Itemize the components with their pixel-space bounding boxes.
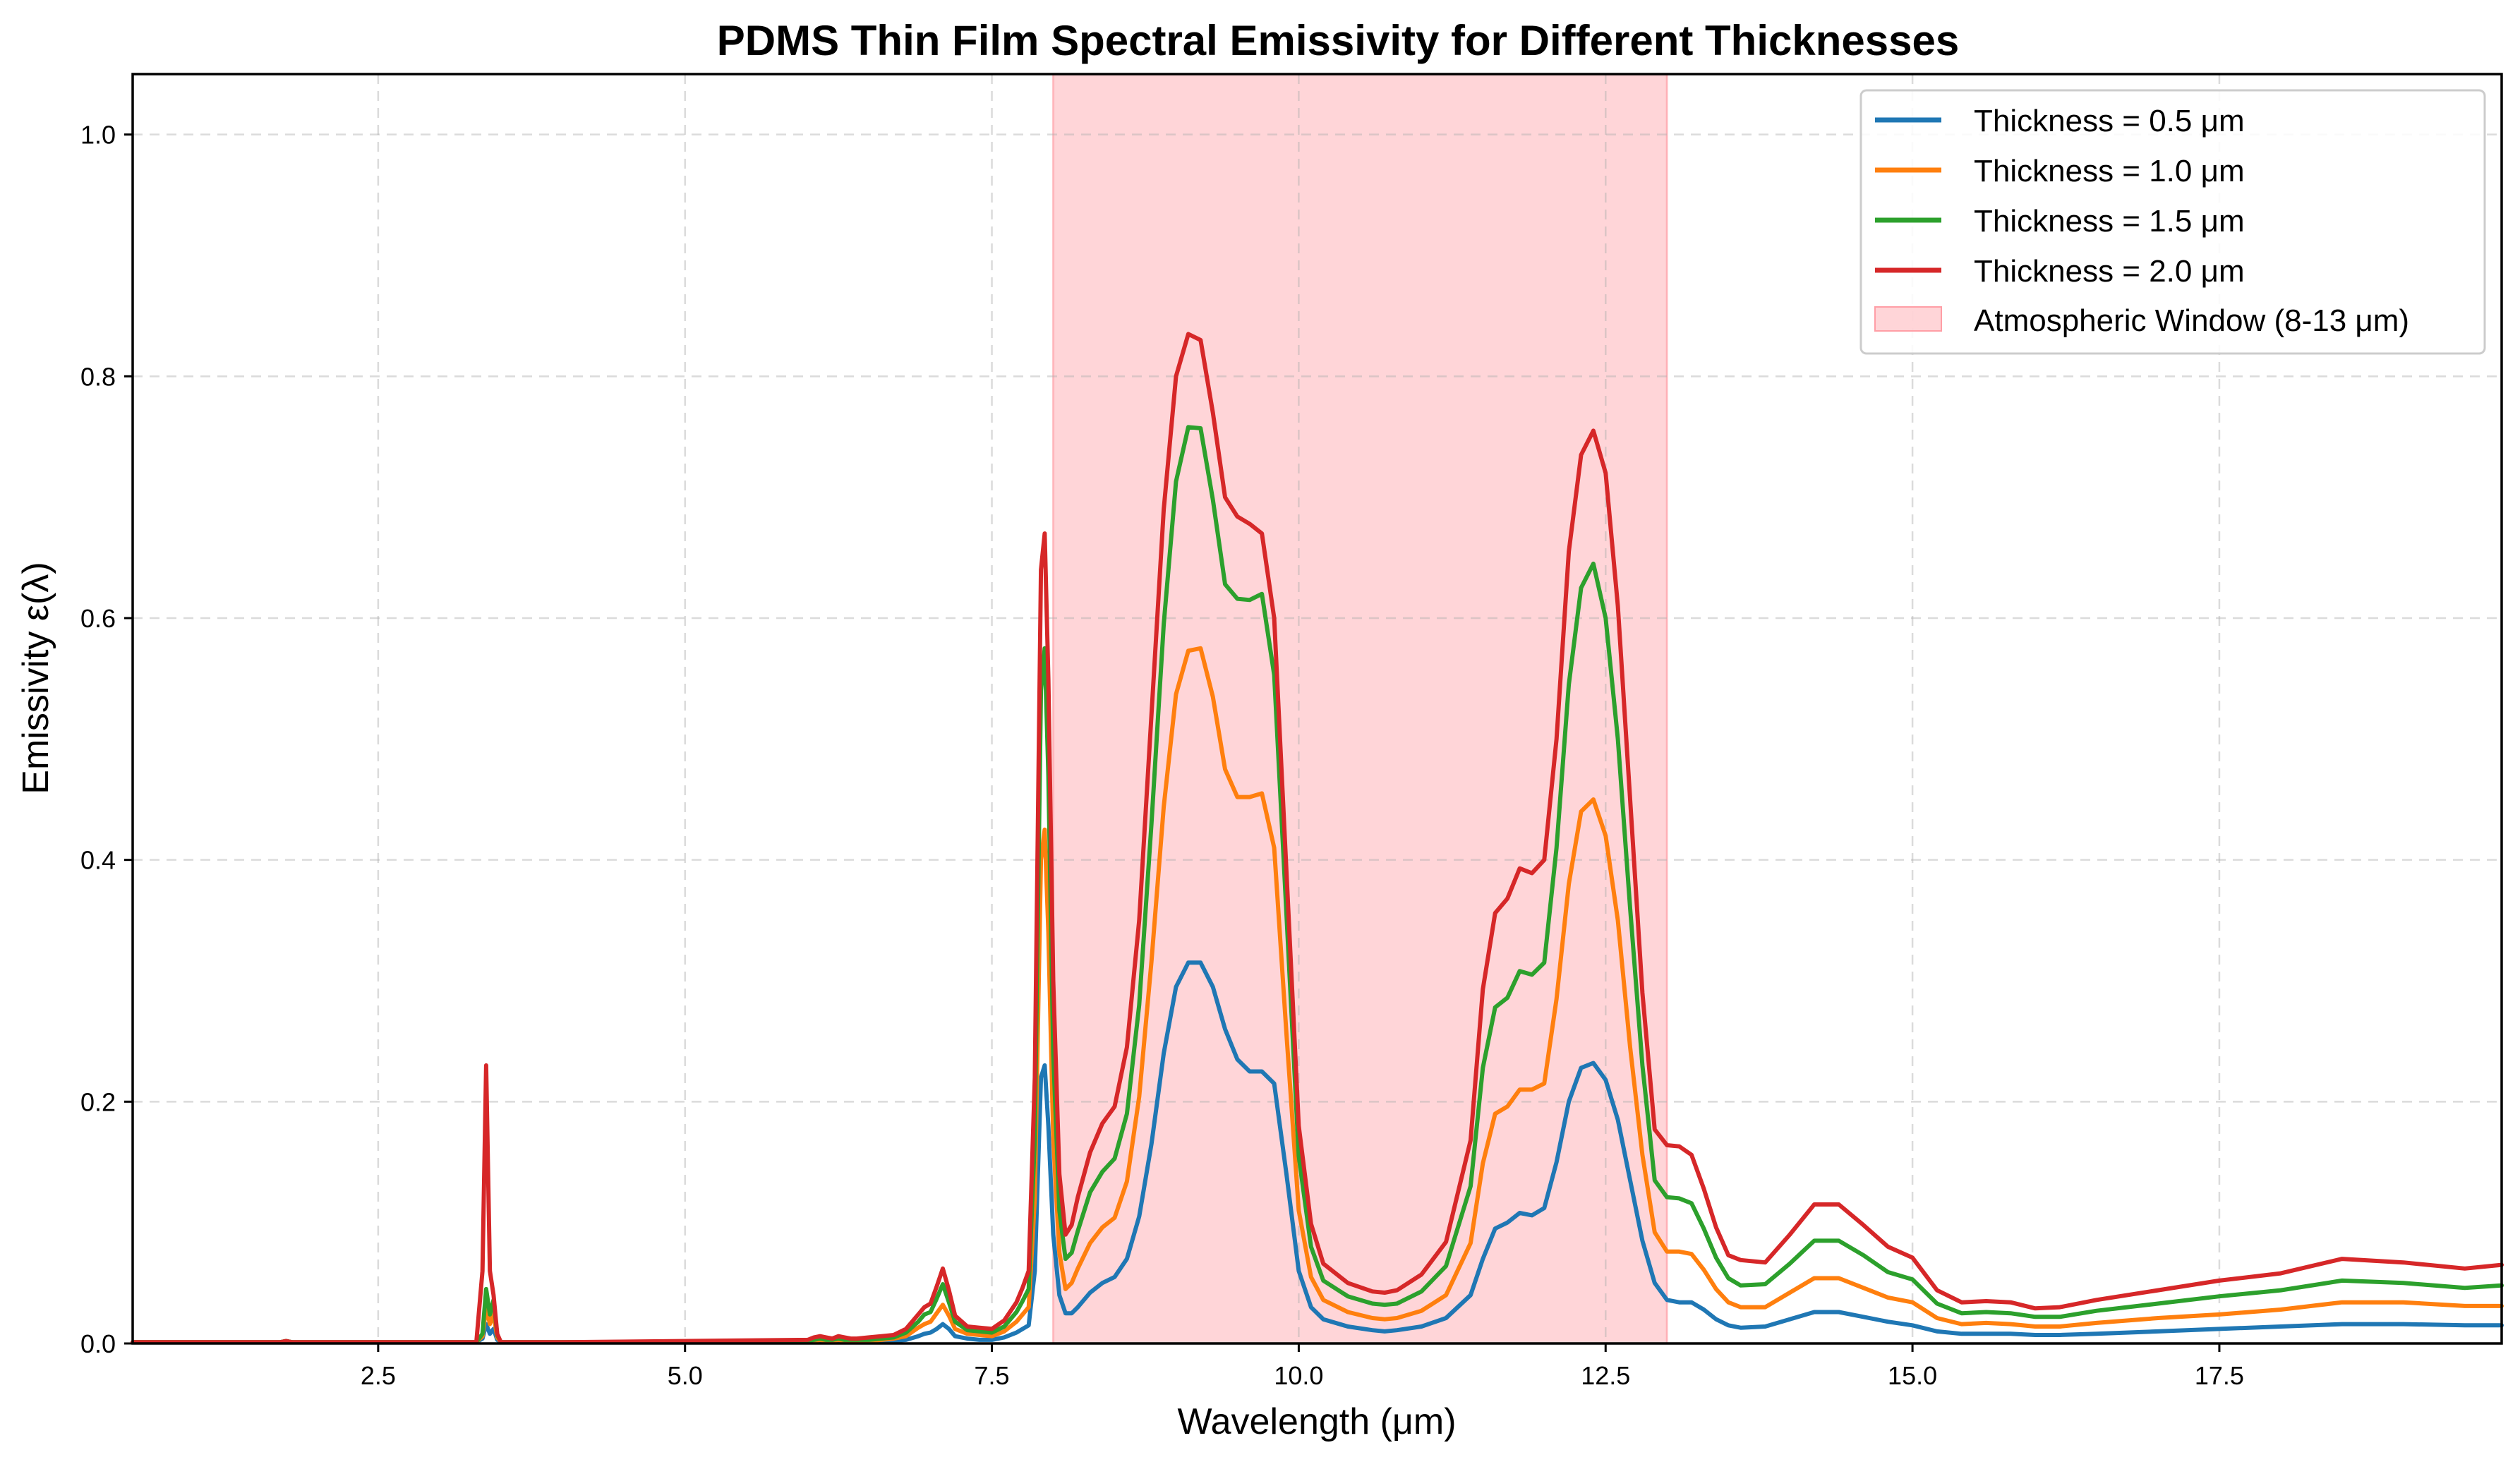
legend-item: Thickness = 1.5 μm <box>1875 204 2245 238</box>
x-tick-label: 15.0 <box>1888 1361 1937 1390</box>
series-line-3 <box>131 332 2504 1345</box>
y-tick-label: 0.0 <box>80 1329 116 1358</box>
series-lines <box>131 332 2504 1345</box>
x-tick-label: 10.0 <box>1274 1361 1323 1390</box>
plot-frame <box>131 73 2503 1345</box>
y-tick-label: 1.0 <box>80 121 116 150</box>
x-tick-label: 2.5 <box>361 1361 396 1390</box>
y-tick-label: 0.2 <box>80 1087 116 1116</box>
atmospheric-window-region <box>1052 73 1668 1345</box>
legend-label-2p0: Thickness = 2.0 μm <box>1974 254 2245 289</box>
series-line-2 <box>131 425 2504 1345</box>
y-tick-label: 0.8 <box>80 362 116 391</box>
y-tick-label: 0.4 <box>80 846 116 875</box>
chart-title: PDMS Thin Film Spectral Emissivity for D… <box>717 17 1959 64</box>
y-axis-label: Emissivity ε(λ) <box>16 562 56 794</box>
legend-label-1p0: Thickness = 1.0 μm <box>1974 154 2245 188</box>
x-axis-ticks: 2.5 5.0 7.5 10.0 12.5 15.0 17.5 <box>361 1343 2244 1390</box>
y-tick-label: 0.6 <box>80 604 116 633</box>
legend-item: Thickness = 0.5 μm <box>1875 104 2245 138</box>
x-tick-label: 7.5 <box>975 1361 1010 1390</box>
legend-item: Atmospheric Window (8-13 μm) <box>1874 303 2409 338</box>
y-axis-ticks: 0.0 0.2 0.4 0.6 0.8 1.0 <box>80 121 133 1358</box>
legend-label-1p5: Thickness = 1.5 μm <box>1974 204 2245 238</box>
x-tick-label: 5.0 <box>668 1361 703 1390</box>
grid-lines <box>133 74 2502 1345</box>
x-tick-label: 12.5 <box>1581 1361 1630 1390</box>
x-tick-label: 17.5 <box>2195 1361 2244 1390</box>
legend: Thickness = 0.5 μm Thickness = 1.0 μm Th… <box>1859 89 2486 355</box>
legend-item: Thickness = 2.0 μm <box>1875 254 2245 289</box>
legend-swatch-atmospheric-window <box>1874 306 1942 332</box>
legend-box <box>1859 89 2486 355</box>
legend-label-atmospheric-window: Atmospheric Window (8-13 μm) <box>1974 303 2409 338</box>
plot-area <box>131 73 2504 1345</box>
legend-label-0p5: Thickness = 0.5 μm <box>1974 104 2245 138</box>
legend-item: Thickness = 1.0 μm <box>1875 154 2245 188</box>
x-axis-label: Wavelength (μm) <box>1177 1401 1456 1442</box>
